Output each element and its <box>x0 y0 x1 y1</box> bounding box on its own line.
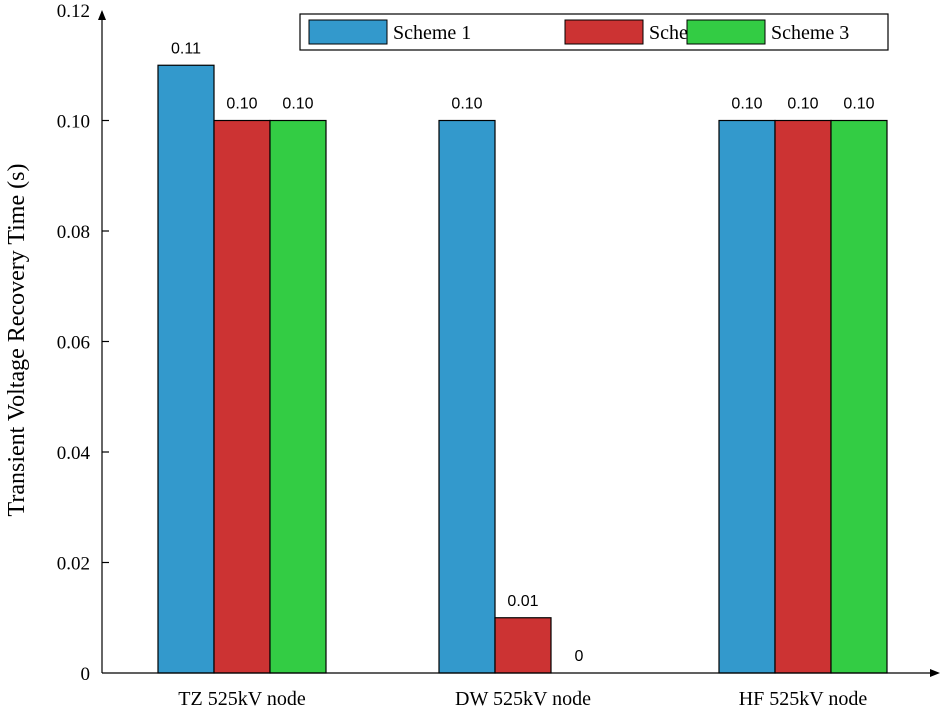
legend-swatch-3 <box>686 19 766 45</box>
bar-1-2 <box>438 119 496 674</box>
axes-layer: 0 0.02 0.04 0.06 0.08 0.10 0.12 TZ 525kV node DW… <box>57 1 940 710</box>
x-category-label: HF 525kV node <box>739 688 868 710</box>
bar-2-3 <box>774 119 832 674</box>
data-label-3-1: 0.10 <box>282 96 313 113</box>
y-tick-label: 0.12 <box>57 1 90 22</box>
y-tick-label: 0.08 <box>57 222 90 243</box>
y-tick-label: 0.06 <box>57 333 90 354</box>
data-label-2-2: 0.01 <box>507 593 538 610</box>
data-labels-layer: 0.11 0.10 0.10 0.10 0.01 0 0.10 0.10 0.10 <box>171 40 875 665</box>
legend-swatch-1 <box>308 19 388 45</box>
y-tick-label: 0.02 <box>57 554 90 575</box>
bar-1-1 <box>157 64 215 674</box>
data-label-1-3: 0.10 <box>731 96 762 113</box>
x-category-label: DW 525kV node <box>455 688 591 710</box>
y-tick-label: 0.04 <box>57 443 91 464</box>
data-label-1-1: 0.11 <box>171 40 201 57</box>
data-label-3-2: 0 <box>575 648 584 665</box>
y-tick-label: 0 <box>81 664 91 685</box>
x-axis-arrow <box>930 669 940 677</box>
data-label-3-3: 0.10 <box>843 96 874 113</box>
legend-label-1: Scheme 1 <box>393 22 471 44</box>
data-label-2-3: 0.10 <box>787 96 818 113</box>
legend-swatch-2 <box>564 19 644 45</box>
legend-label-3: Scheme 3 <box>771 22 849 44</box>
bar-2-2 <box>494 617 552 674</box>
bar-3-3 <box>830 119 888 674</box>
y-axis-label: Transient Voltage Recovery Time (s) <box>4 164 30 517</box>
bars-layer <box>157 64 888 674</box>
bar-2-1 <box>213 119 271 674</box>
bar-1-3 <box>718 119 776 674</box>
bar-3-1 <box>269 119 327 674</box>
y-tick-label: 0.10 <box>57 112 90 133</box>
x-category-label: TZ 525kV node <box>178 688 306 710</box>
data-label-1-2: 0.10 <box>451 96 482 113</box>
y-axis-arrow <box>98 10 106 20</box>
data-label-2-1: 0.10 <box>226 96 257 113</box>
